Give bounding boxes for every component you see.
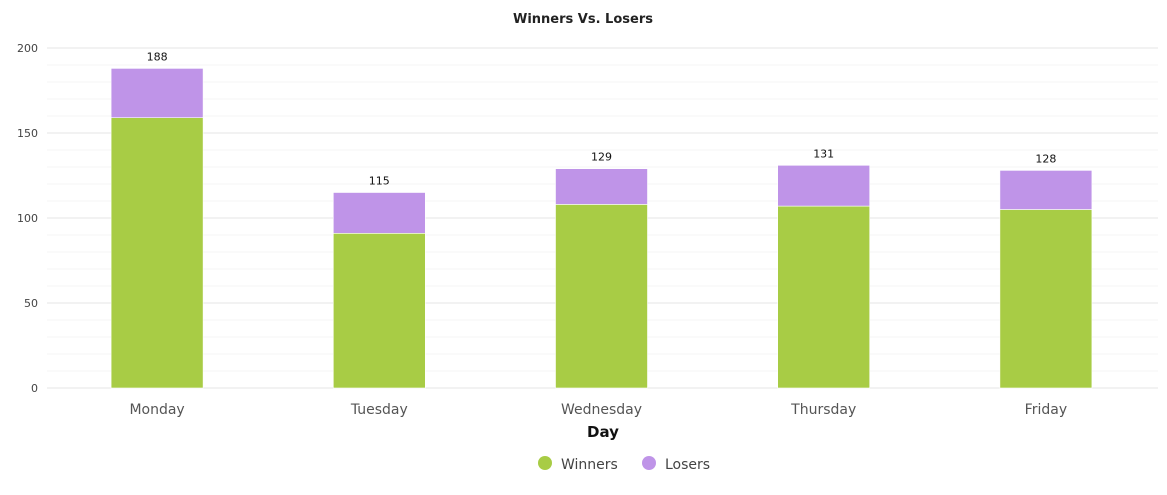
legend-label: Losers <box>665 457 710 473</box>
y-tick-label: 50 <box>24 297 38 310</box>
bar-losers-tuesday[interactable] <box>332 192 426 234</box>
bars <box>110 68 1093 389</box>
bar-losers-monday[interactable] <box>110 68 204 119</box>
x-tick-label: Friday <box>1025 402 1067 418</box>
y-tick-label: 100 <box>17 212 38 225</box>
x-tick-label: Monday <box>129 402 184 418</box>
bar-winners-wednesday[interactable] <box>555 204 648 389</box>
data-label-total: 128 <box>1035 152 1056 165</box>
legend-marker <box>538 456 552 470</box>
x-tick-label: Wednesday <box>561 402 642 418</box>
legend-label: Winners <box>561 457 618 473</box>
data-label-total: 131 <box>813 147 834 160</box>
bar-winners-monday[interactable] <box>110 117 204 389</box>
data-labels: 188 115 129 131 128 <box>147 50 1057 187</box>
legend-marker <box>642 456 656 470</box>
y-tick-label: 0 <box>31 382 38 395</box>
data-label-total: 115 <box>369 175 390 188</box>
bar-winners-tuesday[interactable] <box>332 233 426 389</box>
x-axis-title: Day <box>587 423 619 441</box>
bar-losers-thursday[interactable] <box>777 165 871 207</box>
legend: Winners Losers <box>538 456 710 473</box>
bar-losers-friday[interactable] <box>999 170 1093 210</box>
y-tick-label: 150 <box>17 127 38 140</box>
bar-winners-friday[interactable] <box>999 209 1093 389</box>
y-axis: 0 50 100 150 200 <box>17 42 38 395</box>
data-label-total: 129 <box>591 151 612 164</box>
chart-title: Winners Vs. Losers <box>513 12 653 27</box>
x-tick-label: Thursday <box>790 402 856 418</box>
legend-item-losers[interactable]: Losers <box>642 456 710 473</box>
x-axis: Monday Tuesday Wednesday Thursday Friday <box>129 402 1067 418</box>
bar-losers-wednesday[interactable] <box>555 168 648 205</box>
legend-item-winners[interactable]: Winners <box>538 456 618 473</box>
x-tick-label: Tuesday <box>350 402 408 418</box>
data-label-total: 188 <box>147 50 168 63</box>
bar-winners-thursday[interactable] <box>777 205 871 389</box>
y-tick-label: 200 <box>17 42 38 55</box>
